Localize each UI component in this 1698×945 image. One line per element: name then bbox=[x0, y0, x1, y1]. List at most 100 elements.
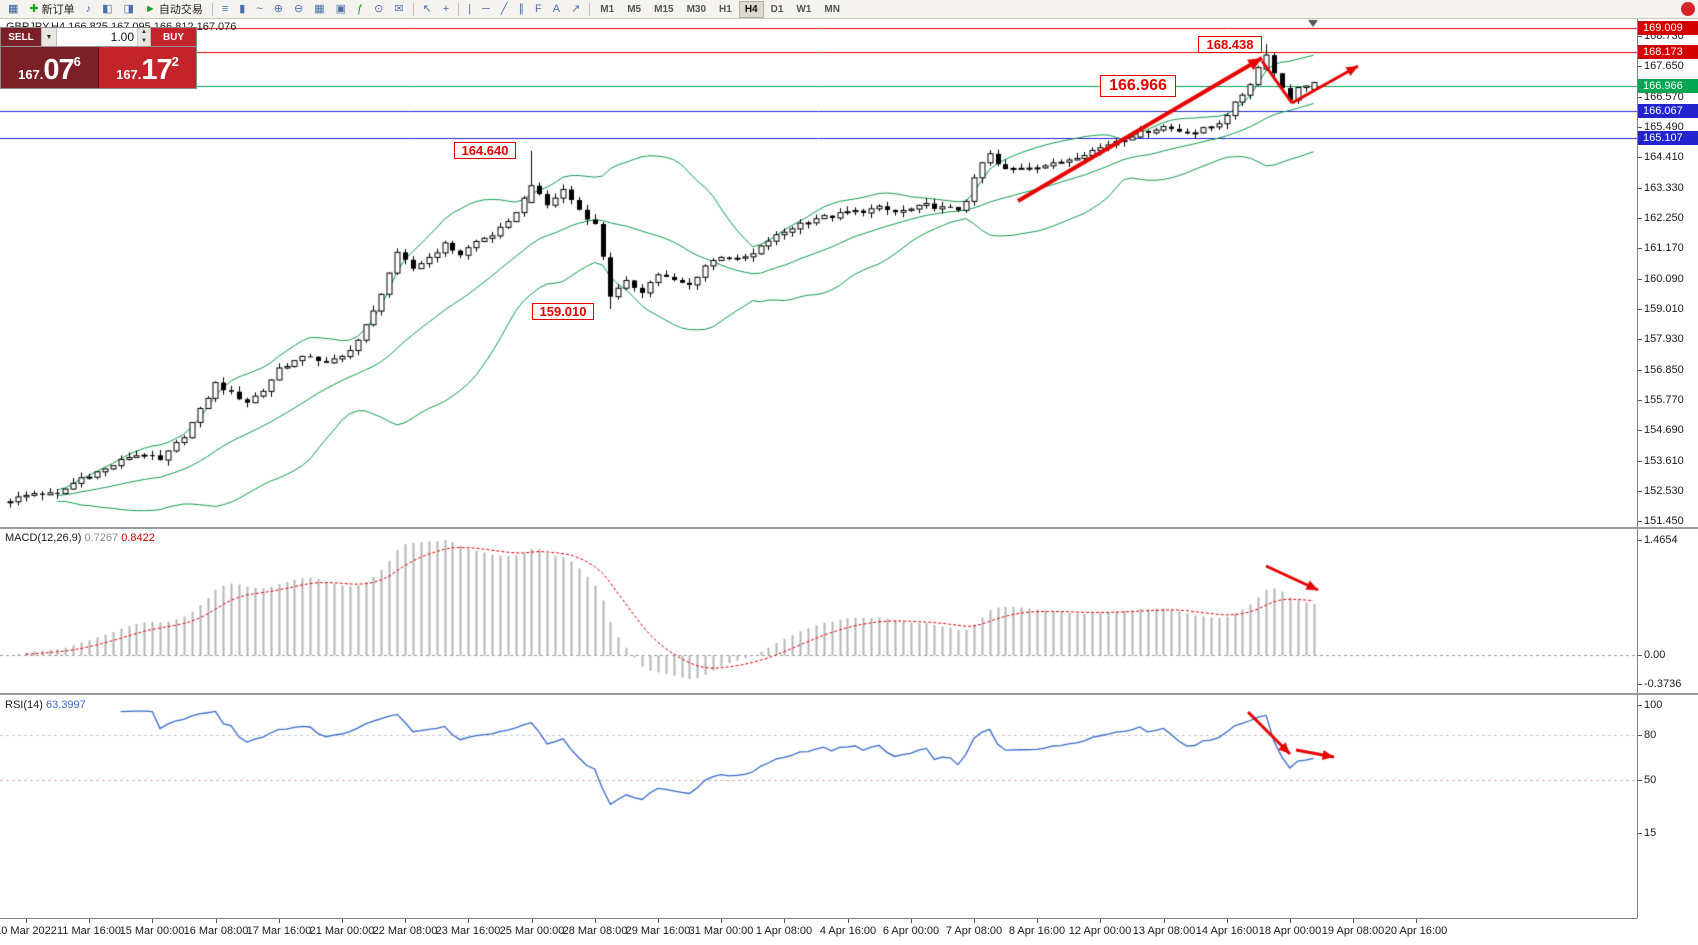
bid-price-point: 6 bbox=[73, 54, 81, 69]
price-tick bbox=[1638, 188, 1642, 189]
price-scale[interactable]: 168.730 167.650 166.570 165.490 164.410 163.3… bbox=[1637, 19, 1698, 918]
trendline-button[interactable]: ╱ bbox=[496, 1, 513, 18]
price-tick bbox=[1638, 705, 1642, 706]
price-tick bbox=[1638, 157, 1642, 158]
autotrading-button[interactable]: ► 自动交易 bbox=[140, 1, 208, 18]
price-level-tag: 165.107 bbox=[1638, 131, 1698, 145]
time-tick bbox=[405, 919, 406, 923]
timeframe-m1-button[interactable]: M1 bbox=[600, 3, 615, 15]
bar-chart-button[interactable]: ≡ bbox=[217, 1, 233, 18]
bid-price-button[interactable]: 167. 07 6 bbox=[1, 47, 99, 88]
market-watch-button[interactable]: ◧ bbox=[97, 1, 117, 18]
arrows-object-button[interactable]: ↗ bbox=[566, 1, 585, 18]
time-axis[interactable]: 10 Mar 2022 11 Mar 16:00 15 Mar 00:00 16 Ma… bbox=[0, 918, 1637, 945]
price-tick bbox=[1638, 309, 1642, 310]
timeframe-m30-button[interactable]: M30 bbox=[686, 3, 707, 15]
navigator-button[interactable]: ◨ bbox=[119, 1, 139, 18]
macd-main-value: 0.7267 bbox=[84, 532, 119, 544]
price-scale-label: 155.770 bbox=[1644, 394, 1684, 406]
price-level-tag: 168.173 bbox=[1638, 45, 1698, 59]
time-tick bbox=[848, 919, 849, 923]
channel-button[interactable]: ∥ bbox=[514, 1, 530, 18]
mail-button[interactable]: ✉ bbox=[389, 1, 408, 18]
rsi-panel-resize-handle[interactable] bbox=[0, 693, 1698, 695]
app-menu-button[interactable]: ▦ bbox=[3, 1, 23, 18]
time-axis-label: 1 Apr 08:00 bbox=[755, 925, 813, 937]
ask-price-button[interactable]: 167. 17 2 bbox=[99, 47, 196, 88]
macd-name: MACD(12,26,9) bbox=[5, 532, 82, 544]
price-tick bbox=[1638, 127, 1642, 128]
time-tick bbox=[468, 919, 469, 923]
line-chart-button[interactable]: ~ bbox=[251, 1, 267, 18]
candlestick-chart-button[interactable]: ▮ bbox=[234, 1, 250, 18]
zoom-out-button[interactable]: ⊖ bbox=[289, 1, 308, 18]
zoom-in-icon: ⊕ bbox=[273, 2, 283, 15]
step-up-icon[interactable]: ▲ bbox=[141, 29, 147, 35]
time-axis-label: 28 Mar 08:00 bbox=[562, 925, 628, 937]
time-tick bbox=[216, 919, 217, 923]
crosshair-button[interactable]: + bbox=[438, 1, 454, 18]
timeframe-m5-button[interactable]: M5 bbox=[627, 3, 642, 15]
vertical-line-button[interactable]: | bbox=[463, 1, 476, 18]
timeframe-w1-button[interactable]: W1 bbox=[796, 3, 812, 15]
timeframe-h4-button[interactable]: H4 bbox=[738, 0, 764, 18]
time-tick bbox=[1416, 919, 1417, 923]
time-axis-label: 7 Apr 08:00 bbox=[945, 925, 1003, 937]
toolbar-separator bbox=[211, 2, 213, 16]
app-menu-icon: ▦ bbox=[8, 2, 19, 15]
text-label-icon: A bbox=[552, 2, 561, 15]
zoom-out-icon: ⊖ bbox=[293, 2, 304, 15]
text-label-button[interactable]: A bbox=[548, 1, 565, 18]
ask-price-pips: 17 bbox=[141, 54, 172, 86]
navigator-icon: ◨ bbox=[123, 2, 134, 15]
macd-scale-label: -0.3736 bbox=[1644, 678, 1682, 690]
community-icon[interactable] bbox=[1681, 2, 1695, 16]
price-scale-label: 153.610 bbox=[1644, 455, 1684, 467]
sound-alert-button[interactable]: ♪ bbox=[81, 1, 97, 18]
ask-price-prefix: 167. bbox=[116, 67, 142, 82]
cursor-button[interactable]: ↖ bbox=[418, 1, 437, 18]
time-axis-label: 17 Mar 16:00 bbox=[246, 925, 312, 937]
periods-button[interactable]: ⊙ bbox=[369, 1, 388, 18]
timeframe-d1-button[interactable]: D1 bbox=[770, 3, 784, 15]
timeframe-m15-button[interactable]: M15 bbox=[654, 3, 674, 15]
tile-windows-button[interactable]: ▦ bbox=[309, 1, 329, 18]
timeframe-h1-button[interactable]: H1 bbox=[719, 3, 732, 15]
volume-input[interactable] bbox=[57, 28, 137, 46]
order-type-dropdown[interactable]: ▼ bbox=[41, 28, 56, 46]
toolbar-separator bbox=[589, 2, 591, 16]
price-tick bbox=[1638, 430, 1642, 431]
price-tick bbox=[1638, 735, 1642, 736]
macd-panel-resize-handle[interactable] bbox=[0, 527, 1698, 529]
rsi-scale-label: 50 bbox=[1644, 774, 1657, 786]
time-tick bbox=[1100, 919, 1101, 923]
horizontal-line-icon: ─ bbox=[482, 2, 490, 15]
time-axis-label: 21 Mar 00:00 bbox=[309, 925, 375, 937]
time-axis-label: 11 Mar 16:00 bbox=[56, 925, 122, 937]
time-tick bbox=[342, 919, 343, 923]
zoom-in-button[interactable]: ⊕ bbox=[269, 1, 288, 18]
indicators-button[interactable]: ƒ bbox=[352, 1, 368, 18]
time-axis-label: 20 Apr 16:00 bbox=[1384, 925, 1448, 937]
crosshair-icon: + bbox=[442, 2, 450, 15]
buy-button[interactable]: BUY bbox=[151, 28, 196, 46]
step-down-icon[interactable]: ▼ bbox=[141, 38, 147, 44]
time-tick bbox=[89, 919, 90, 923]
price-tick bbox=[1638, 36, 1642, 37]
macd-indicator-label: MACD(12,26,9) 0.7267 0.8422 bbox=[5, 532, 155, 544]
sell-button[interactable]: SELL bbox=[1, 28, 41, 46]
volume-stepper[interactable]: ▲ ▼ bbox=[137, 28, 150, 46]
arrange-windows-button[interactable]: ▣ bbox=[331, 1, 351, 18]
timeframe-mn-button[interactable]: MN bbox=[824, 3, 840, 15]
horizontal-line-button[interactable]: ─ bbox=[477, 1, 495, 18]
price-scale-label: 160.090 bbox=[1644, 273, 1684, 285]
fibonacci-button[interactable]: F bbox=[530, 1, 547, 18]
time-axis-label: 22 Mar 08:00 bbox=[372, 925, 438, 937]
tile-windows-icon: ▦ bbox=[314, 2, 325, 15]
price-callout-label: 166.966 bbox=[1100, 75, 1176, 97]
bid-price-prefix: 167. bbox=[18, 67, 44, 82]
new-order-button[interactable]: ✚ 新订单 bbox=[24, 1, 79, 18]
time-axis-label: 31 Mar 00:00 bbox=[688, 925, 754, 937]
